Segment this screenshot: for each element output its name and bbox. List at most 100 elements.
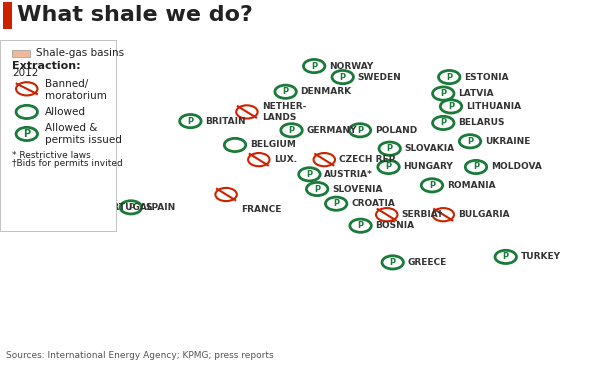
Text: P: P (467, 137, 473, 146)
Bar (12, 50, 30, 57)
Text: Extraction:: Extraction: (12, 61, 80, 71)
Text: SPAIN: SPAIN (146, 203, 176, 212)
Text: P: P (128, 203, 134, 212)
Text: * Restrictive laws: * Restrictive laws (12, 152, 90, 160)
Circle shape (303, 59, 325, 73)
Text: P: P (23, 129, 30, 139)
Circle shape (350, 219, 371, 232)
Circle shape (16, 82, 37, 95)
Text: BOSNIA: BOSNIA (375, 221, 415, 230)
Text: AUSTRIA*: AUSTRIA* (324, 170, 373, 179)
Text: Allowed: Allowed (45, 107, 86, 117)
Circle shape (349, 124, 371, 137)
Text: P: P (387, 144, 393, 153)
Circle shape (495, 250, 516, 264)
Text: P: P (503, 252, 509, 261)
Text: ESTONIA: ESTONIA (464, 73, 509, 81)
Circle shape (433, 208, 454, 221)
Text: SWEDEN: SWEDEN (358, 73, 402, 81)
Text: LITHUANIA: LITHUANIA (466, 102, 521, 111)
Text: P: P (446, 73, 452, 81)
Text: What shale we do?: What shale we do? (17, 5, 252, 25)
Text: P: P (358, 221, 364, 230)
Text: LATVIA: LATVIA (458, 89, 494, 98)
Text: Banned/
moratorium: Banned/ moratorium (45, 79, 107, 101)
Text: BULGARIA: BULGARIA (458, 210, 510, 219)
Circle shape (224, 138, 246, 152)
Circle shape (433, 116, 454, 130)
Circle shape (376, 208, 397, 221)
Circle shape (73, 186, 94, 199)
Circle shape (433, 87, 454, 100)
Circle shape (248, 153, 270, 166)
Circle shape (439, 70, 460, 84)
Text: P: P (440, 89, 446, 98)
Text: P: P (340, 73, 346, 81)
Text: P: P (390, 258, 396, 267)
Circle shape (382, 256, 403, 269)
Text: HUNGARY: HUNGARY (403, 163, 453, 171)
Text: P: P (333, 199, 339, 208)
Text: SLOVENIA: SLOVENIA (332, 185, 383, 193)
Text: Shale-gas basins: Shale-gas basins (36, 48, 124, 58)
Circle shape (465, 160, 487, 174)
Text: FRANCE: FRANCE (241, 205, 281, 214)
Text: CZECH REP.: CZECH REP. (339, 155, 397, 164)
Text: P: P (448, 102, 454, 111)
Text: GERMANY: GERMANY (306, 126, 357, 135)
Text: Sources: International Energy Agency; KPMG; press reports: Sources: International Energy Agency; KP… (6, 350, 274, 360)
Circle shape (275, 85, 296, 98)
Circle shape (314, 153, 335, 166)
Text: BELGIUM: BELGIUM (250, 141, 296, 149)
Circle shape (215, 188, 237, 201)
Text: BRITAIN: BRITAIN (205, 117, 246, 126)
Text: P: P (473, 163, 479, 171)
Text: NETHER-
LANDS: NETHER- LANDS (262, 102, 306, 121)
Circle shape (236, 105, 258, 119)
Circle shape (180, 115, 201, 128)
Text: P: P (311, 62, 317, 70)
Text: P: P (314, 185, 320, 193)
Text: P: P (289, 126, 295, 135)
Text: DENMARK: DENMARK (300, 87, 352, 96)
Text: P: P (386, 163, 392, 171)
Text: P: P (429, 181, 435, 190)
Circle shape (299, 168, 320, 181)
Text: Allowed &
permits issued: Allowed & permits issued (45, 123, 121, 145)
Text: LUX.: LUX. (274, 155, 297, 164)
Circle shape (281, 124, 302, 137)
Circle shape (379, 142, 400, 155)
Circle shape (332, 70, 353, 84)
Bar (3, 2, 12, 29)
Text: BELARUS: BELARUS (458, 119, 505, 127)
Text: P: P (306, 170, 312, 179)
Circle shape (459, 135, 481, 148)
Text: 2012: 2012 (12, 68, 38, 79)
Text: MOLDOVA: MOLDOVA (491, 163, 542, 171)
Text: P: P (357, 126, 363, 135)
Circle shape (120, 201, 142, 214)
Text: P: P (80, 188, 86, 197)
Text: POLAND: POLAND (375, 126, 417, 135)
Circle shape (306, 182, 328, 196)
Circle shape (421, 179, 443, 192)
Text: UKRAINE: UKRAINE (485, 137, 530, 146)
FancyBboxPatch shape (0, 40, 116, 231)
Text: SLOVAKIA: SLOVAKIA (405, 144, 455, 153)
Circle shape (16, 127, 37, 141)
Text: GREECE: GREECE (408, 258, 447, 267)
Text: NORWAY: NORWAY (329, 62, 373, 70)
Text: ROMANIA: ROMANIA (447, 181, 496, 190)
Text: P: P (187, 117, 193, 126)
Circle shape (440, 100, 462, 113)
Circle shape (378, 160, 399, 174)
Text: TURKEY: TURKEY (521, 252, 560, 261)
Text: PORTUGAL: PORTUGAL (98, 203, 153, 212)
Circle shape (16, 105, 37, 119)
Text: P: P (283, 87, 289, 96)
Text: CROATIA: CROATIA (351, 199, 395, 208)
Text: SERBIA†: SERBIA† (402, 210, 443, 219)
Text: †Bids for permits invited: †Bids for permits invited (12, 159, 123, 168)
Text: P: P (440, 119, 446, 127)
Circle shape (325, 197, 347, 210)
